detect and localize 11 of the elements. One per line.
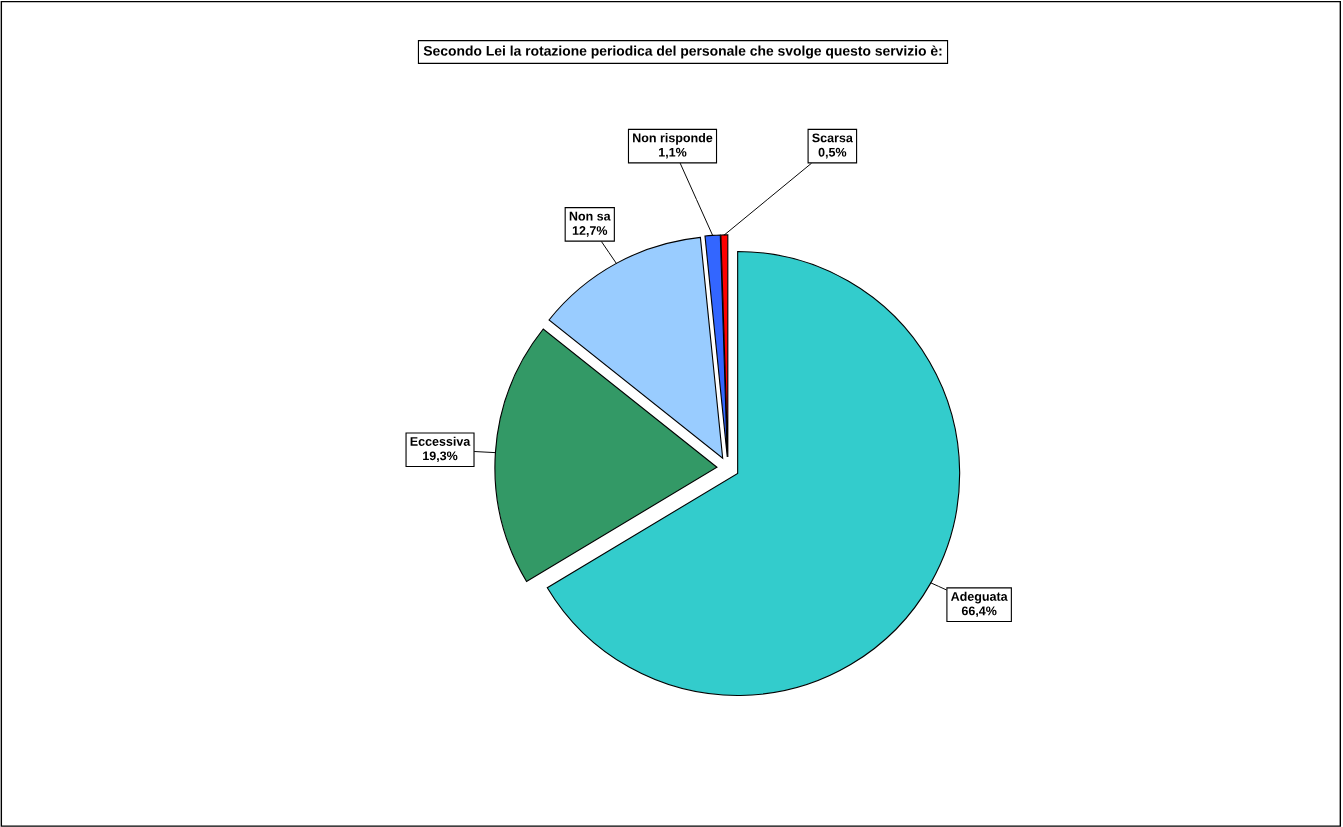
data-label: 19,3% (423, 451, 458, 463)
slice-label: Eccessiva (410, 436, 471, 446)
slice-label: Non risponde (633, 133, 713, 145)
data-label: 12,7% (572, 226, 608, 237)
data-label: 1,1% (659, 147, 687, 159)
data-label: 66,4% (961, 606, 997, 618)
slice-label: Scarsa (812, 133, 853, 143)
slice-label: Adeguata (950, 591, 1008, 604)
slice-label: Non sa (569, 211, 611, 221)
data-label: 0,5% (818, 147, 847, 159)
chart-title: Secondo Lei la rotazione periodica del personale che svolge questo servizio è: (423, 45, 942, 59)
